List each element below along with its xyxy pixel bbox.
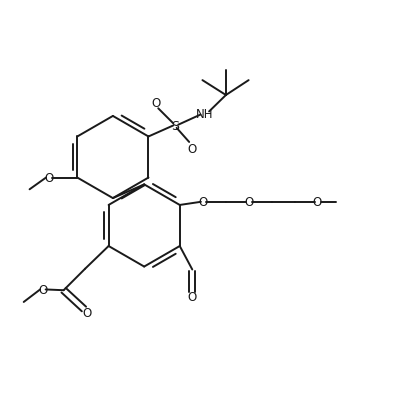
Text: O: O [244, 196, 253, 209]
Text: NH: NH [196, 108, 213, 121]
Text: O: O [45, 172, 54, 185]
Text: S: S [171, 120, 179, 133]
Text: O: O [39, 283, 48, 296]
Text: O: O [188, 291, 197, 304]
Text: O: O [199, 196, 208, 209]
Text: O: O [313, 196, 322, 209]
Text: O: O [82, 307, 92, 320]
Text: O: O [152, 96, 161, 109]
Text: O: O [187, 143, 197, 156]
